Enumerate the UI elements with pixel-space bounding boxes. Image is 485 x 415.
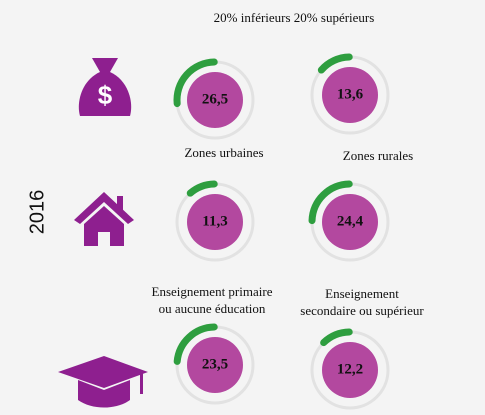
icon-shape [84,206,124,246]
item-label: Zones rurales [343,148,413,163]
gauge-arc [186,180,218,197]
gauge-arc [173,58,218,108]
icon-shape [140,372,143,394]
item-label: Enseignement [325,286,399,301]
gauge-fill [322,194,378,250]
gauge-fill [187,194,243,250]
icons: $ [58,58,148,408]
icon-shape [74,192,134,224]
icon-shape [92,58,118,72]
item-label: ou aucune éducation [159,301,266,316]
gauge-arc [317,53,353,74]
year-label: 2016 [26,190,48,235]
icon-shape [58,356,148,388]
icon-shape [78,380,130,408]
value-label: 24,4 [337,213,364,229]
gauge-fill [187,72,243,128]
value-label: 23,5 [202,356,228,372]
value-label: 13,6 [337,86,364,102]
value-label: 26,5 [202,91,228,107]
house-icon [74,192,134,246]
gauge-arc [308,180,353,225]
column-header: 20% inférieurs 20% supérieurs [214,10,375,25]
item-label: Zones urbaines [184,145,263,160]
item-label: secondaire ou supérieur [300,303,424,318]
gauge-fill [322,67,378,123]
icon-shape [117,196,123,210]
svg-text:$: $ [98,80,113,110]
money-bag-icon: $ [78,58,132,116]
graduation-cap-icon [58,356,148,408]
value-label: 12,2 [337,361,363,377]
gauge-fill [187,337,243,393]
gauge-arc [320,328,353,347]
icon-shape [78,72,132,116]
gauge-arc [173,323,218,365]
item-label: Enseignement primaire [152,284,273,299]
gauge-fill [322,342,378,398]
value-label: 11,3 [202,213,227,229]
